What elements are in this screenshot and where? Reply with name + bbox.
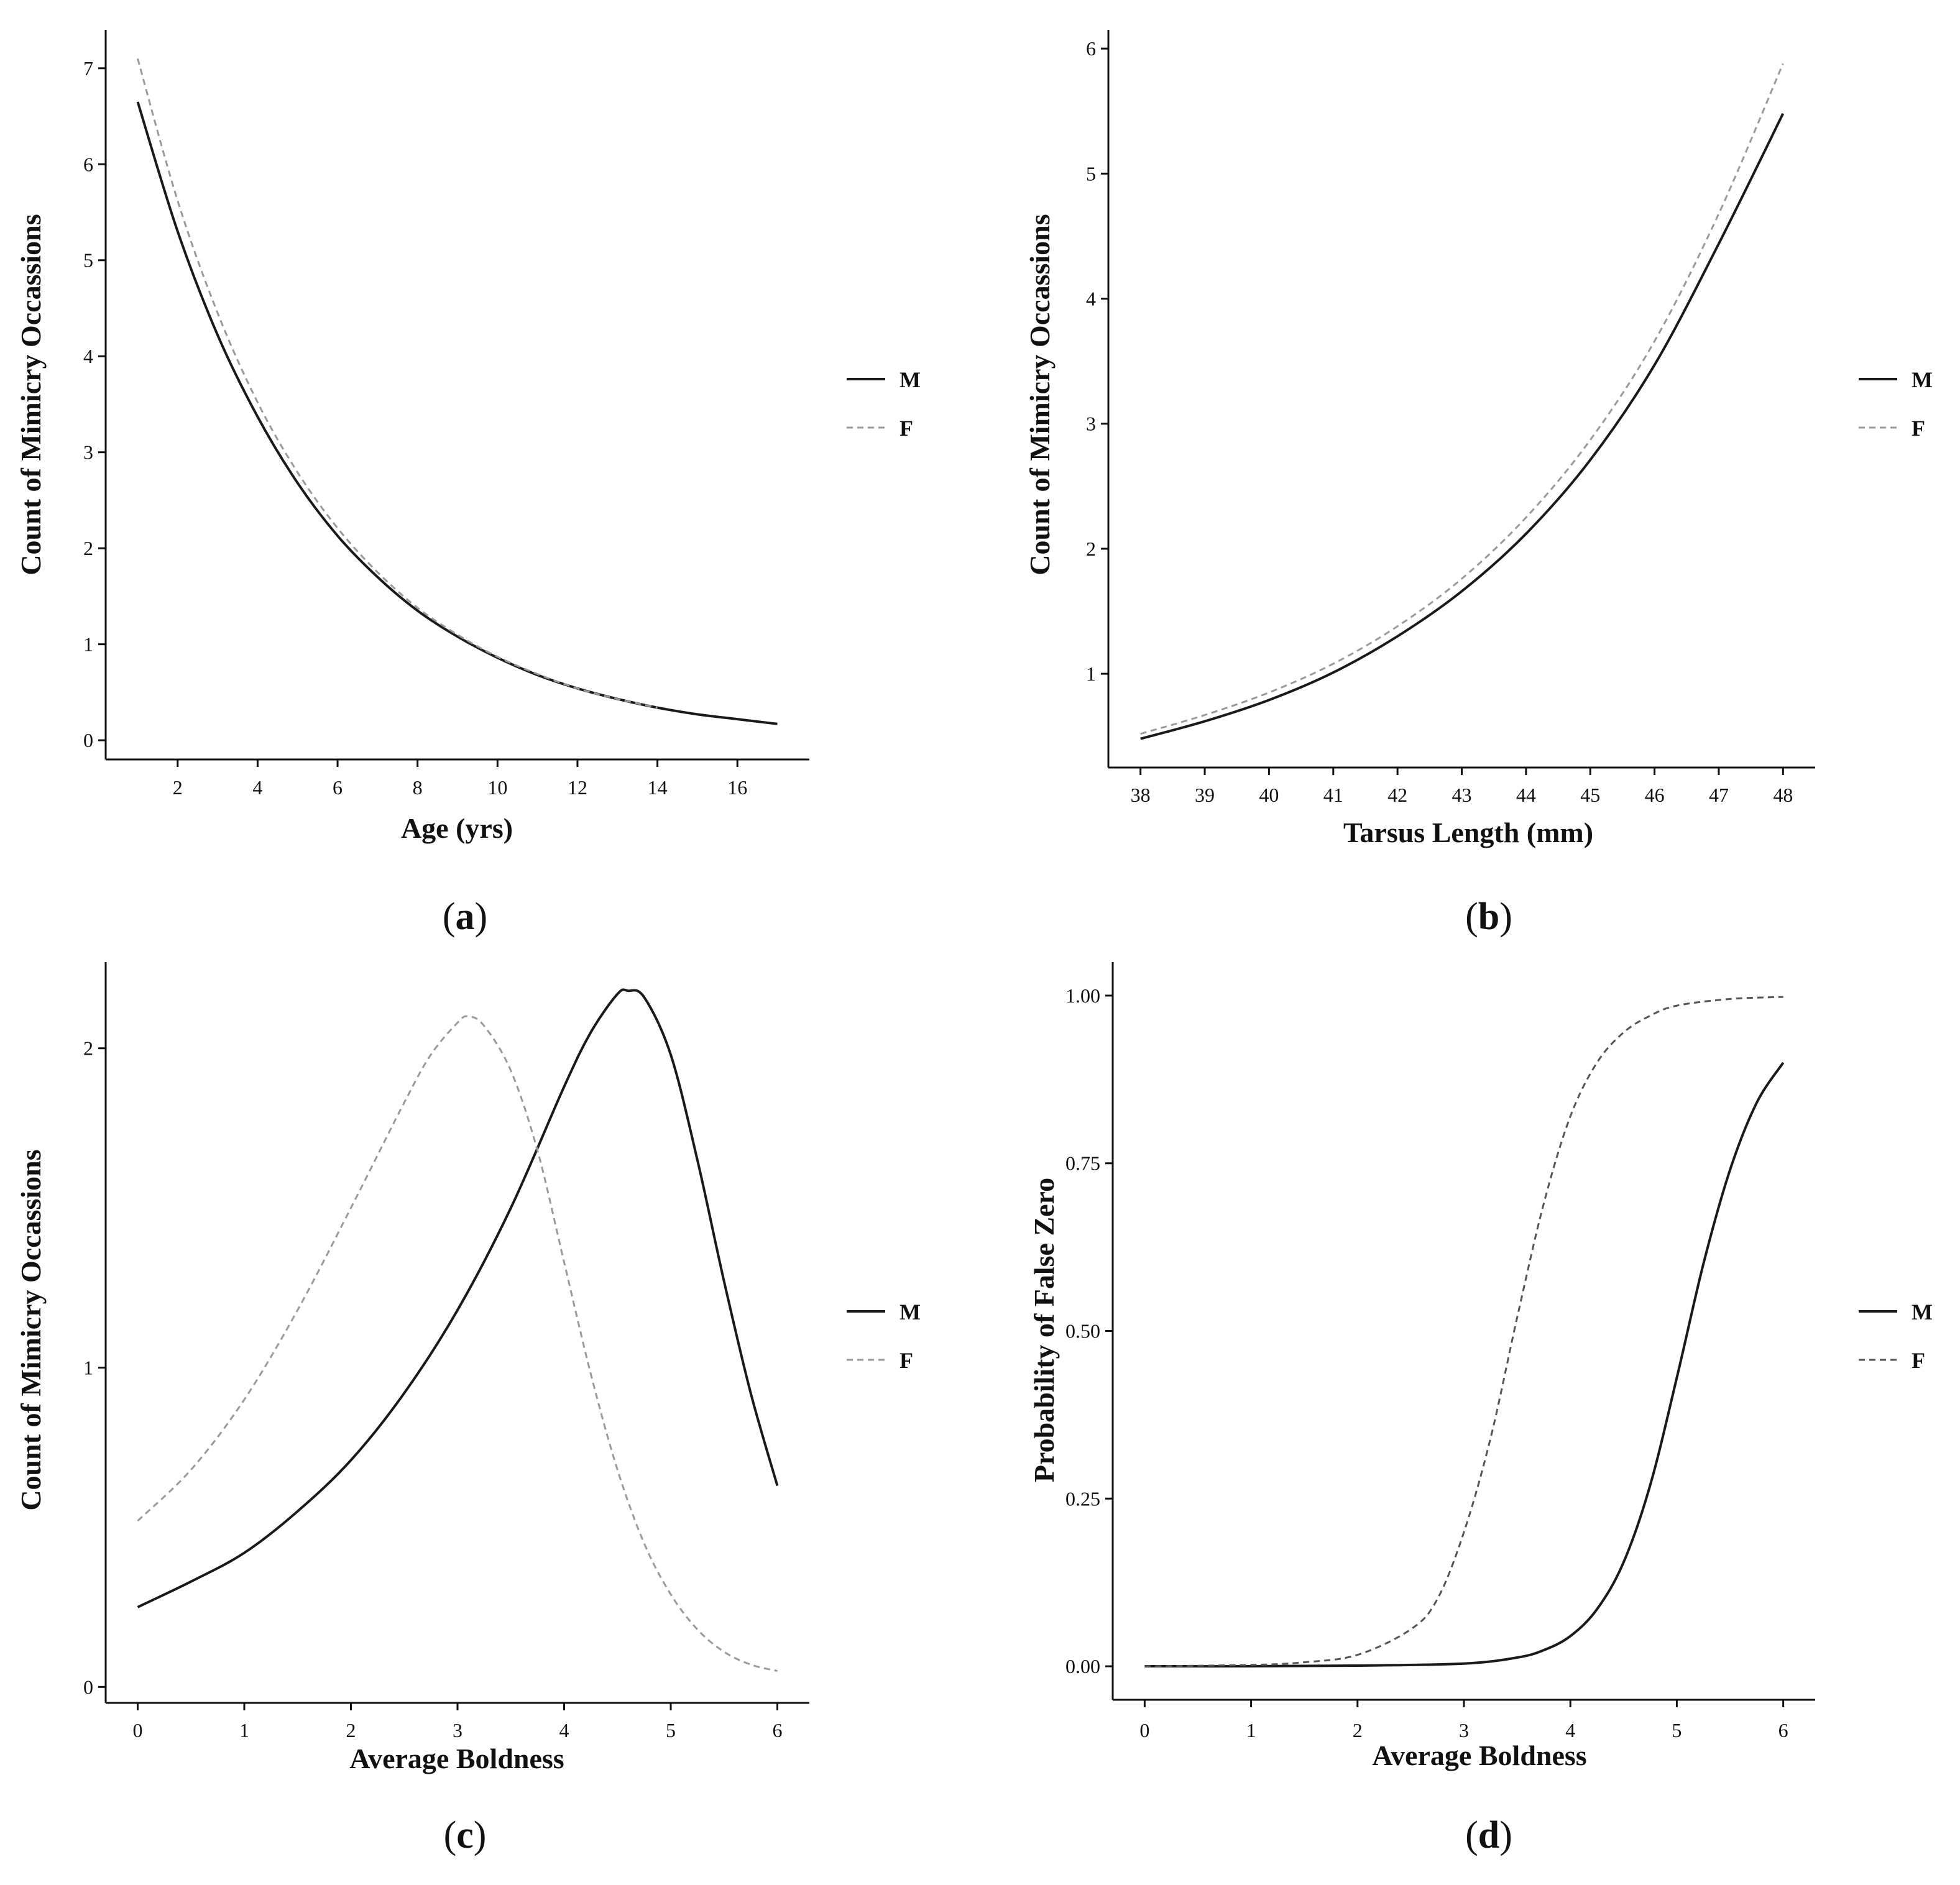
series-line-F <box>137 1015 778 1672</box>
legend-label-F: F <box>899 416 913 441</box>
y-tick-label: 5 <box>1086 162 1096 185</box>
y-tick-label: 1 <box>83 633 93 656</box>
x-tick-label: 38 <box>1131 784 1151 806</box>
x-tick-label: 5 <box>666 1719 676 1741</box>
y-tick-label: 1 <box>1086 663 1096 685</box>
x-tick-label: 42 <box>1387 784 1407 806</box>
series-line-M <box>136 101 778 725</box>
x-tick-label: 46 <box>1645 784 1665 806</box>
x-tick-label: 43 <box>1452 784 1472 806</box>
x-tick-label: 48 <box>1773 784 1793 806</box>
legend-label-F: F <box>1912 1348 1925 1373</box>
panel-caption: (a) <box>443 896 487 938</box>
x-tick-label: 2 <box>173 776 183 799</box>
x-tick-label: 1 <box>1246 1719 1256 1741</box>
x-tick-label: 16 <box>727 776 747 799</box>
x-tick-label: 2 <box>346 1719 356 1741</box>
series-line-M <box>1144 1062 1785 1668</box>
x-tick-label: 41 <box>1323 784 1343 806</box>
series-line-F <box>1140 63 1784 735</box>
x-axis-label: Tarsus Length (mm) <box>1343 817 1593 848</box>
x-tick-label: 40 <box>1259 784 1279 806</box>
y-axis-label: Count of Mimicry Occassions <box>15 214 47 575</box>
y-tick-label: 1 <box>83 1357 93 1379</box>
panel-caption: (d) <box>1465 1814 1512 1856</box>
x-tick-label: 45 <box>1580 784 1600 806</box>
y-tick-label: 0.00 <box>1065 1655 1100 1677</box>
y-tick-label: 0.50 <box>1065 1320 1100 1342</box>
x-tick-label: 8 <box>413 776 423 799</box>
y-tick-label: 3 <box>1086 413 1096 435</box>
x-tick-label: 3 <box>453 1719 462 1741</box>
x-tick-label: 47 <box>1709 784 1729 806</box>
y-axis-label: Count of Mimicry Occassions <box>1024 214 1056 575</box>
x-tick-label: 0 <box>1139 1719 1149 1741</box>
legend-label-M: M <box>899 1300 921 1324</box>
series-line-M <box>137 988 779 1608</box>
x-tick-label: 6 <box>1778 1719 1788 1741</box>
panel-caption: (c) <box>444 1814 487 1856</box>
x-tick-label: 4 <box>559 1719 569 1741</box>
y-axis-label: Probability of False Zero <box>1028 1178 1060 1482</box>
y-tick-label: 6 <box>1086 37 1096 60</box>
y-tick-label: 5 <box>83 249 93 272</box>
legend-label-M: M <box>1912 367 1933 392</box>
legend-label-M: M <box>899 367 921 392</box>
y-tick-label: 0.75 <box>1065 1152 1100 1175</box>
x-tick-label: 6 <box>773 1719 783 1741</box>
series-line-F <box>1144 996 1783 1667</box>
y-tick-label: 0 <box>83 1676 93 1698</box>
x-tick-label: 4 <box>252 776 262 799</box>
legend-label-M: M <box>1912 1300 1933 1324</box>
y-tick-label: 6 <box>83 153 93 175</box>
panel-caption: (b) <box>1465 896 1512 938</box>
x-tick-label: 14 <box>648 776 668 799</box>
x-tick-label: 6 <box>333 776 343 799</box>
x-tick-label: 4 <box>1565 1719 1575 1741</box>
y-axis-label: Count of Mimicry Occassions <box>15 1149 47 1510</box>
legend-label-F: F <box>1912 416 1925 441</box>
y-tick-label: 4 <box>1086 288 1096 310</box>
x-tick-label: 1 <box>239 1719 249 1741</box>
x-tick-label: 2 <box>1353 1719 1363 1741</box>
legend-label-F: F <box>899 1348 913 1373</box>
x-tick-label: 12 <box>568 776 587 799</box>
y-tick-label: 2 <box>83 537 93 559</box>
y-tick-label: 2 <box>1086 538 1096 560</box>
y-tick-label: 3 <box>83 441 93 464</box>
series-line-M <box>1140 112 1785 740</box>
x-axis-label: Age (yrs) <box>401 812 513 844</box>
x-tick-label: 10 <box>487 776 507 799</box>
y-tick-label: 4 <box>83 345 93 367</box>
y-tick-label: 7 <box>83 57 93 80</box>
y-tick-label: 1.00 <box>1065 984 1100 1007</box>
x-tick-label: 3 <box>1459 1719 1469 1741</box>
x-tick-label: 39 <box>1195 784 1215 806</box>
x-axis-label: Average Boldness <box>1372 1740 1586 1771</box>
chart-panel-d: 0 1 2 3 4 5 6 0.00 0.25 0.50 0.75 1.00 Average Boldn… <box>1028 962 1933 1856</box>
y-tick-label: 0 <box>83 729 93 751</box>
x-tick-label: 44 <box>1516 784 1536 806</box>
y-tick-label: 0.25 <box>1065 1487 1100 1510</box>
y-tick-label: 2 <box>83 1037 93 1060</box>
series-line-F <box>137 58 658 709</box>
x-tick-label: 0 <box>132 1719 142 1741</box>
x-axis-label: Average Boldness <box>349 1743 564 1774</box>
x-tick-label: 5 <box>1672 1719 1682 1741</box>
